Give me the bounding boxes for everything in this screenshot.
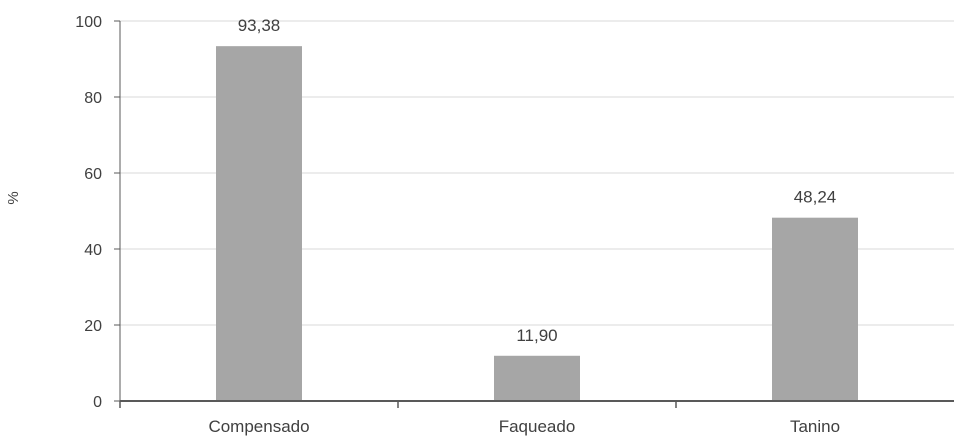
y-tick-label: 60	[84, 166, 102, 183]
y-tick-label: 80	[84, 90, 102, 107]
bar-faqueado	[494, 355, 580, 401]
labels: 0 20 40 60 80 100 93,38 Compensado 11,90 Faqueado…	[75, 14, 840, 436]
y-axis-title: %	[5, 191, 22, 204]
x-category-label: Compensado	[208, 417, 309, 436]
data-label: 48,24	[794, 188, 837, 207]
data-label: 11,90	[516, 326, 557, 345]
y-tick-label: 0	[93, 394, 102, 411]
x-category-label: Faqueado	[499, 417, 576, 436]
bar-tanino	[772, 217, 858, 401]
data-label: 93,38	[238, 16, 281, 35]
bars	[216, 46, 858, 401]
y-tick-label: 20	[84, 318, 102, 335]
x-category-label: Tanino	[790, 417, 840, 436]
y-tick-label: 40	[84, 242, 102, 259]
y-tick-label: 100	[75, 14, 102, 31]
axes	[114, 20, 954, 408]
bar-compensado	[216, 46, 302, 401]
